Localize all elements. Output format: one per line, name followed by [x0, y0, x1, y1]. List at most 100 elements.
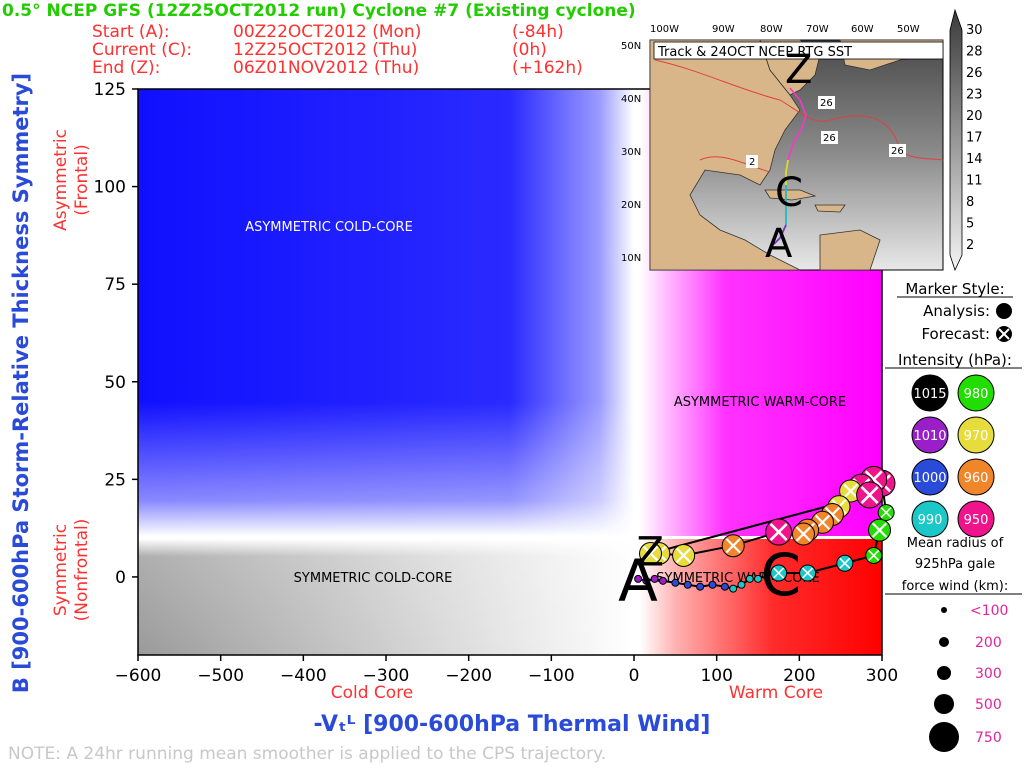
analysis-point: [671, 578, 680, 587]
intensity-label: 960: [964, 471, 989, 486]
inset-lat-1: 50N: [621, 41, 641, 52]
label-sym-cold: SYMMETRIC COLD-CORE: [294, 571, 453, 586]
colorbar-label: 28: [966, 45, 983, 60]
end-offset: (+162h): [512, 58, 583, 78]
start-letter: A: [618, 547, 658, 615]
analysis-point: [762, 570, 771, 579]
legend: Marker Style: Analysis: Forecast: Intens…: [885, 280, 1022, 752]
legend-intensity-title: Intensity (hPa):: [898, 351, 1012, 369]
x-tick-label: −500: [197, 666, 244, 686]
forecast-point: [639, 542, 663, 566]
inset-lat-5: 10N: [621, 253, 641, 264]
forecast-point: [877, 504, 895, 522]
intensity-label: 980: [964, 387, 989, 402]
intensity-swatch: 1015: [911, 374, 949, 412]
forecast-point: [836, 554, 854, 572]
analysis-point: [737, 580, 746, 589]
x-tick-label: −300: [363, 666, 410, 686]
analysis-point: [720, 582, 729, 591]
colorbar-label: 14: [966, 152, 983, 167]
inset-sst-label-1: 26: [820, 98, 833, 109]
inset-sst-label-2: 26: [823, 133, 836, 144]
analysis-point: [708, 580, 717, 589]
intensity-label: 990: [918, 513, 943, 528]
label-asym-cold: ASYMMETRIC COLD-CORE: [245, 220, 413, 235]
legend-marker-title: Marker Style:: [905, 280, 1004, 298]
intensity-label: 1015: [913, 387, 946, 402]
inset-lat-3: 30N: [621, 147, 641, 158]
radius-marker-2: [939, 637, 949, 647]
inset-title: Track & 24OCT NCEP RTG SST: [657, 45, 852, 60]
legend-forecast: Forecast:: [921, 325, 990, 343]
colorbar-label: 11: [966, 174, 983, 189]
smoother-note: NOTE: A 24hr running mean smoother is ap…: [8, 744, 606, 764]
intensity-swatch: 950: [957, 500, 995, 538]
intensity-swatch: 990: [911, 500, 949, 538]
intensity-label: 950: [964, 513, 989, 528]
analysis-point: [745, 574, 754, 583]
inset-track-forecast-late: [787, 87, 807, 161]
intensity-swatch: 1000: [911, 458, 949, 496]
legend-radius-title-1: Mean radius of: [907, 536, 1004, 551]
radius-marker-4: [934, 694, 954, 714]
colorbar-label: 2: [966, 238, 974, 253]
current-time: 12Z25OCT2012 (Thu): [233, 40, 417, 60]
x-right-label: Warm Core: [729, 683, 823, 703]
analysis-point: [729, 584, 738, 593]
x-axis-ticks: −600 −500 −400 −300 −200 −100 0 100 200 300: [115, 655, 898, 686]
intensity-label: 970: [964, 429, 989, 444]
y-bottom-label-2: (Nonfrontal): [72, 519, 92, 622]
inset-lon-2: 90W: [712, 24, 735, 35]
x-left-label: Cold Core: [331, 683, 414, 703]
analysis-point: [754, 574, 762, 583]
y-tick-label: 100: [94, 178, 126, 198]
analysis-point: [683, 580, 692, 589]
radius-marker-3: [937, 666, 951, 680]
inset-lon-3: 80W: [760, 24, 783, 35]
legend-radius-title-3: force wind (km):: [902, 579, 1008, 594]
analysis-point: [642, 576, 651, 585]
forecast-point: [765, 518, 793, 546]
legend-analysis-marker: [996, 303, 1012, 319]
inset-lat-4: 20N: [621, 200, 641, 211]
current-label: Current (C):: [92, 40, 192, 60]
analysis-point: [650, 574, 659, 583]
y-tick-label: 50: [104, 373, 126, 393]
inset-sst-label-4: 2: [749, 157, 755, 168]
y-tick-label: 75: [104, 275, 126, 295]
intensity-swatch: 970: [957, 416, 995, 454]
intensity-swatch: 1010: [911, 416, 949, 454]
trajectory: [634, 465, 896, 593]
x-tick-label: −100: [528, 666, 575, 686]
analysis-point: [658, 576, 667, 585]
inset-lon-4: 70W: [806, 24, 829, 35]
forecast-point: [868, 518, 892, 542]
inset-lon-1: 100W: [650, 24, 679, 35]
x-tick-label: 100: [700, 666, 732, 686]
intensity-swatch: 960: [957, 458, 995, 496]
forecast-point: [839, 479, 863, 503]
x-tick-label: 300: [866, 666, 898, 686]
forecast-point: [865, 546, 883, 564]
analysis-point: [634, 574, 643, 583]
y-tick-label: 0: [115, 568, 126, 588]
legend-analysis: Analysis:: [923, 302, 990, 320]
forecast-point: [799, 564, 817, 582]
colorbar-label: 30: [966, 23, 983, 38]
y-top-label-2: (Frontal): [72, 144, 92, 215]
inset-sst-label-3: 26: [891, 146, 904, 157]
y-tick-label: 125: [94, 80, 126, 100]
x-tick-label: −200: [445, 666, 492, 686]
end-time: 06Z01NOV2012 (Thu): [233, 58, 419, 78]
forecast-point: [672, 543, 696, 567]
inset-lon-5: 60W: [851, 24, 874, 35]
legend-radius-title-2: 925hPa gale: [915, 557, 995, 572]
end-letter: Z: [637, 530, 664, 576]
x-tick-label: −400: [280, 666, 327, 686]
x-tick-label: 200: [783, 666, 815, 686]
start-offset: (-84h): [512, 22, 564, 42]
start-label: Start (A):: [92, 22, 170, 42]
intensity-swatch: 980: [957, 374, 995, 412]
